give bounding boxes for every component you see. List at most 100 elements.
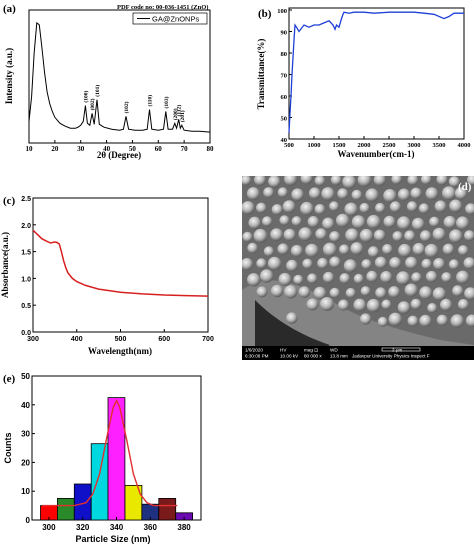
- sem-particle: [322, 217, 335, 230]
- xrd-series-line: [28, 21, 211, 133]
- hist-y-tick-label: 20: [21, 458, 30, 467]
- sem-particle: [373, 176, 386, 186]
- sem-particle: [392, 231, 403, 242]
- sem-particle: [268, 176, 281, 188]
- xrd-peak-label: (103): [163, 96, 170, 108]
- sem-particle: [298, 227, 313, 242]
- sem-particle: [456, 216, 470, 230]
- sem-particle: [410, 187, 422, 199]
- sem-particle: [286, 259, 298, 272]
- ftir-y-tick-label: 70: [281, 73, 288, 80]
- hist-x-tick-label: 380: [177, 523, 191, 532]
- xrd-peak-label: (102): [123, 101, 130, 113]
- uvvis-x-tick-label: 500: [115, 336, 127, 343]
- sem-particle: [300, 176, 313, 185]
- sem-scale-bar: [381, 347, 421, 352]
- hist-bar: [57, 497, 75, 521]
- ftir-y-tick-label: 50: [281, 116, 288, 123]
- uvvis-y-tick-label: 0.0: [21, 330, 31, 337]
- sem-particle: [335, 213, 350, 228]
- sem-particle: [421, 258, 432, 270]
- sem-particle: [436, 314, 448, 326]
- sem-particle: [254, 176, 266, 186]
- sem-particle: [313, 286, 327, 300]
- sem-nanoparticles: [242, 176, 474, 328]
- sem-particle: [366, 214, 381, 229]
- xrd-peak-labels: (100)(002)(101) (102) (110) (103)(200)(112)…: [82, 85, 185, 123]
- ftir-x-tick-label: 3500: [433, 142, 446, 149]
- sem-particle: [464, 230, 474, 241]
- xrd-x-tick-label: 80: [207, 145, 215, 153]
- ftir-y-ticks: 40 50 60 70 80 90 100: [277, 8, 292, 144]
- sem-particle: [247, 273, 261, 287]
- sem-particle: [322, 242, 337, 257]
- sem-particle: [425, 270, 438, 283]
- xrd-x-tick-label: 70: [181, 145, 189, 153]
- sem-particle: [263, 246, 274, 257]
- xrd-x-tick-label: 30: [77, 145, 85, 153]
- sem-particle: [360, 313, 372, 325]
- sem-particle: [404, 283, 418, 297]
- sem-particle: [359, 228, 374, 243]
- sem-info-mag-label: mag ⊡: [304, 348, 318, 353]
- sem-particle: [357, 176, 372, 187]
- xrd-x-tick-label: 40: [103, 145, 111, 153]
- ftir-x-tick-label: 500: [284, 142, 294, 149]
- sem-particle: [467, 176, 474, 186]
- sem-particle: [410, 298, 422, 310]
- sem-particle: [383, 189, 397, 203]
- sem-particle: [427, 303, 438, 313]
- hist-x-ticks: 300 320 340 360 380: [42, 517, 191, 532]
- panel-c-uvvis: (c) 300 400 500 600 700 0.0 0.5 1.0 1.5 2.0 2.5 W…: [0, 195, 214, 356]
- sem-particle: [255, 202, 267, 214]
- panel-e-letter: (e): [3, 373, 16, 385]
- sem-particle: [283, 228, 296, 241]
- sem-particle: [375, 287, 387, 299]
- sem-particle: [307, 273, 318, 284]
- sem-info-mag-value: 80 000 x: [304, 354, 322, 359]
- sem-particle: [448, 259, 460, 270]
- hist-x-axis-label: Particle Size (nm): [75, 534, 150, 544]
- sem-particle: [388, 312, 402, 326]
- xrd-pdf-annotation: PDF code no: 00-036-1451 (ZnO): [117, 4, 208, 11]
- uvvis-y-tick-label: 1.0: [21, 276, 31, 283]
- sem-particle: [388, 286, 400, 298]
- uvvis-x-tick-label: 300: [27, 336, 39, 343]
- sem-particle: [351, 215, 366, 229]
- sem-particle: [278, 272, 292, 286]
- ftir-x-tick-label: 1500: [333, 142, 346, 149]
- hist-x-tick-label: 320: [76, 523, 90, 532]
- sem-particle: [398, 243, 412, 258]
- sem-info-hv-value: 10.00 kV: [280, 354, 299, 359]
- sem-info-hv-label: HV: [280, 348, 287, 353]
- sem-particle: [367, 246, 379, 258]
- sem-particle: [315, 228, 327, 240]
- hist-bar: [90, 443, 109, 521]
- sem-particle: [322, 271, 335, 284]
- xrd-x-tick-label: 10: [26, 145, 34, 153]
- uvvis-y-tick-label: 2.5: [21, 196, 31, 203]
- sem-particle: [365, 188, 379, 202]
- sem-particle: [282, 200, 296, 214]
- xrd-peak-label: (100): [82, 91, 89, 103]
- sem-particle: [343, 259, 357, 273]
- uvvis-x-axis-label: Wavelength(nm): [88, 346, 152, 356]
- hist-y-tick-label: 40: [21, 401, 30, 410]
- sem-particle: [338, 299, 349, 311]
- ftir-y-tick-label: 40: [281, 137, 288, 144]
- sem-particle: [242, 231, 253, 242]
- hist-x-tick-label: 300: [42, 523, 56, 532]
- xrd-peak-label: (112): [176, 105, 183, 117]
- sem-particle: [345, 228, 359, 242]
- sem-particle: [307, 216, 320, 228]
- xrd-x-axis-label: 2θ (Degree): [97, 150, 141, 160]
- sem-particle: [329, 287, 340, 299]
- uvvis-y-tick-label: 1.5: [21, 250, 31, 257]
- sem-particle: [464, 287, 474, 300]
- sem-particle: [458, 245, 469, 256]
- sem-particle: [436, 176, 448, 186]
- sem-particle: [381, 299, 392, 310]
- ftir-x-ticks: 500 1000 1500 2000 2500 3000 3500 4000: [284, 136, 471, 149]
- xrd-x-tick-label: 20: [51, 145, 59, 153]
- panel-b-letter: (b): [258, 8, 272, 20]
